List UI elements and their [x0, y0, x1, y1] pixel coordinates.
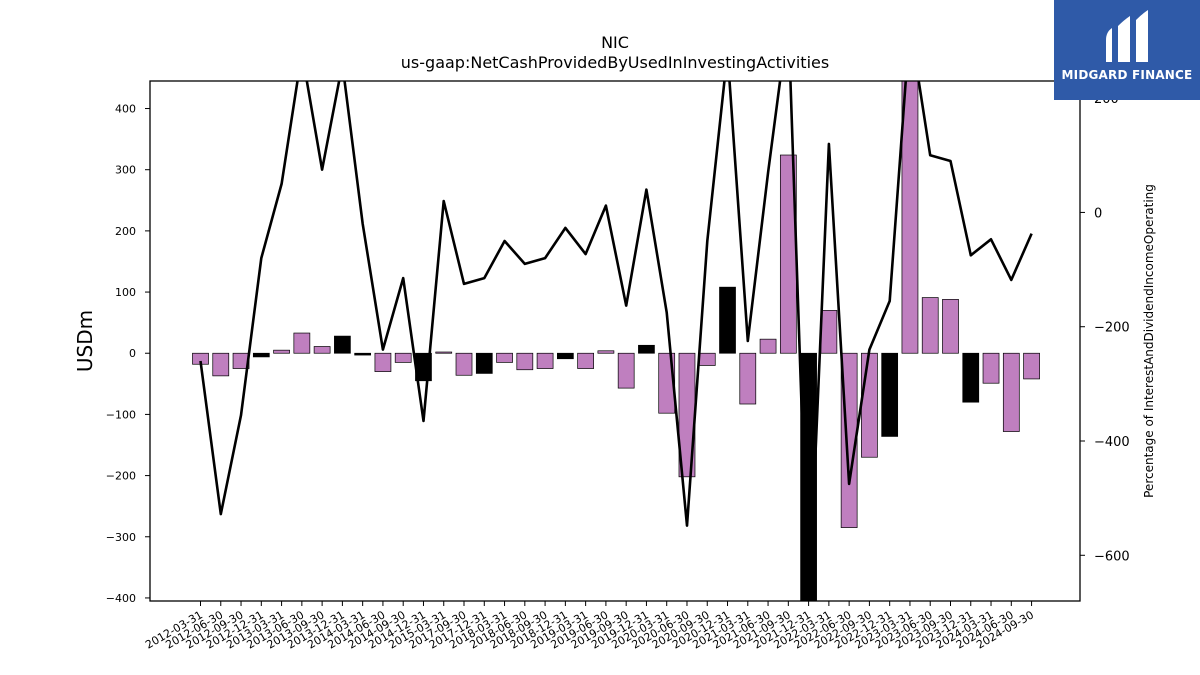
y-axis-label: USDm	[73, 310, 97, 372]
bar-2018-12-31	[557, 352, 574, 360]
bar-2013-03-31	[273, 349, 290, 354]
bar-2012-06-30	[212, 352, 230, 377]
x-axis: 2012-03-312012-06-302012-09-302012-12-31…	[143, 601, 1036, 652]
bar-2024-06-30	[1002, 352, 1020, 432]
bar-2020-12-31	[719, 286, 736, 354]
bar-2023-09-30	[942, 299, 959, 354]
y2-tick-label: 0	[1094, 206, 1102, 221]
plot-frame	[149, 80, 1081, 602]
bar-2013-09-30	[313, 346, 331, 354]
bar-2019-03-31	[577, 352, 594, 369]
bar-2023-12-31	[962, 352, 980, 403]
bar-2012-12-31	[252, 352, 270, 358]
bar-2021-03-31	[739, 352, 757, 405]
bar-2022-03-31	[820, 310, 838, 354]
bar-2017-12-31	[475, 352, 493, 374]
bar-2018-06-30	[516, 352, 534, 371]
bar-2019-06-30	[597, 350, 615, 354]
logo-text: MIDGARD FINANCE	[1061, 68, 1193, 82]
y-tick-label: 300	[115, 164, 136, 177]
bar-2024-09-30	[1023, 352, 1040, 380]
bar-2021-06-30	[759, 338, 777, 354]
bar-2014-09-30	[394, 352, 412, 363]
y2-tick-label: −600	[1094, 549, 1130, 564]
bar-2017-09-30	[455, 352, 473, 376]
bar-2013-06-30	[293, 332, 311, 354]
y-axis: −400 −300 −200 −100 0 100 200 300 400	[106, 103, 150, 605]
y2-tick-label: −400	[1094, 435, 1130, 450]
bar-2023-06-30	[921, 297, 939, 354]
logo-mark-icon	[1106, 10, 1148, 62]
bar-2024-03-31	[982, 352, 1000, 384]
bar-2013-12-31	[334, 335, 351, 354]
bar-2019-12-31	[638, 344, 655, 354]
y-tick-label: 200	[115, 225, 136, 238]
y2-axis: −600−400−2000200	[1080, 92, 1130, 564]
y-tick-label: −100	[106, 408, 136, 421]
y-tick-label: 0	[129, 347, 136, 360]
y-tick-label: −200	[106, 470, 136, 483]
bar-2020-09-30	[698, 352, 716, 366]
chart-subtitle: us-gaap:NetCashProvidedByUsedInInvesting…	[401, 53, 829, 72]
y-tick-label: 400	[115, 103, 136, 116]
bar-2022-09-30	[861, 352, 878, 458]
y2-axis-label: Percentage of InterestAndDividendIncomeO…	[1142, 184, 1156, 498]
y-tick-label: −400	[106, 592, 136, 605]
y2-tick-label: −200	[1094, 321, 1130, 336]
chart-title: NIC	[601, 33, 629, 52]
bar-2014-06-30	[374, 352, 392, 372]
bar-2018-03-31	[496, 352, 513, 363]
bar-2019-09-30	[617, 352, 635, 389]
y-tick-label: 100	[115, 286, 136, 299]
bar-2023-03-31	[901, 81, 919, 354]
bar-2018-09-30	[536, 352, 554, 369]
bar-2022-12-31	[881, 352, 899, 437]
brand-logo: MIDGARD FINANCE	[1054, 0, 1200, 100]
y-tick-label: −300	[106, 531, 136, 544]
bar-2014-03-31	[354, 352, 372, 356]
bar-2015-03-31	[435, 351, 453, 354]
